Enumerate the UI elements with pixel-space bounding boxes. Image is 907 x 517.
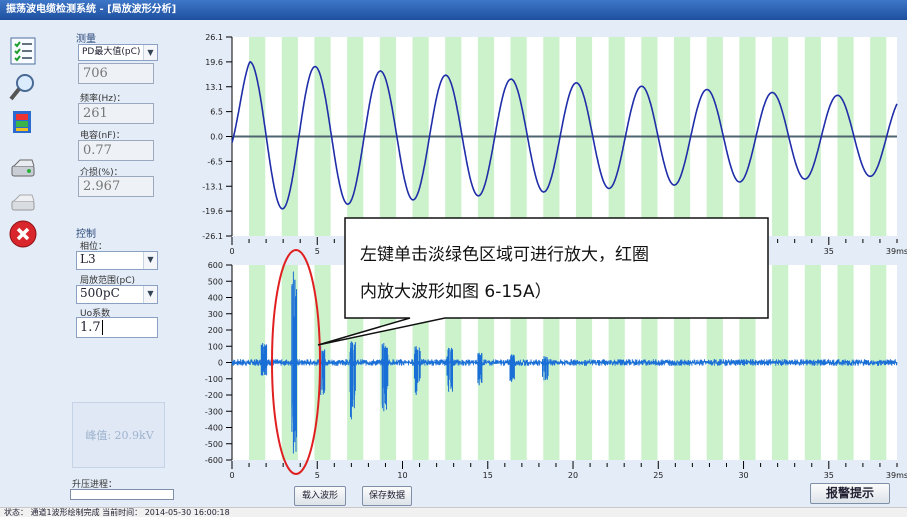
freq-label: 频率(Hz)： — [80, 94, 126, 104]
callout-bubble — [317, 217, 769, 346]
close-icon[interactable] — [8, 219, 38, 249]
boost-progress-label: 升压进程： — [72, 480, 118, 490]
pd-pulse-burst — [477, 352, 483, 386]
control-group-label: 控制 — [76, 229, 96, 240]
callout-text-line2: 内放大波形如图 6-15A） — [360, 282, 552, 302]
device-icon[interactable] — [8, 154, 38, 184]
voltage-y-tick-label: 26.1 — [205, 33, 223, 42]
uo-coefficient-label: Uo系数 — [80, 309, 111, 319]
pd-y-tick-label: -400 — [205, 424, 223, 433]
pd-pulse-burst — [349, 341, 356, 420]
list-icon[interactable] — [8, 36, 38, 66]
chevron-down-icon: ▼ — [143, 45, 157, 60]
voltage-y-tick-label: 19.6 — [205, 58, 223, 67]
pd-y-tick-label: 400 — [208, 294, 223, 303]
voltage-y-tick-label: -26.1 — [202, 232, 223, 241]
voltage-y-tick-label: 6.5 — [210, 108, 223, 117]
pd-x-tick-label: 15 — [483, 471, 493, 480]
callout-text-line1: 左键单击淡绿色区域可进行放大，红圈 — [360, 245, 649, 265]
chevron-down-icon: ▼ — [143, 286, 157, 303]
pd-pulse-burst — [446, 347, 453, 392]
pd-x-tick-label: 25 — [653, 471, 663, 480]
phase-select[interactable]: L3 ▼ — [76, 251, 158, 270]
voltage-y-tick-label: 13.1 — [205, 83, 223, 92]
voltage-y-tick-label: -6.5 — [207, 157, 223, 166]
pd-y-tick-label: 200 — [208, 326, 223, 335]
load-waveform-button[interactable]: 载入波形 — [294, 486, 346, 506]
voltage-waveform-chart[interactable]: 26.119.613.16.50.0-6.5-13.1-19.6-26.1051… — [202, 33, 907, 256]
pd-y-tick-label: 100 — [208, 342, 223, 351]
alarm-button[interactable]: 报警提示 — [810, 483, 890, 504]
window-title: 振荡波电缆检测系统 - [局放波形分析] — [0, 0, 907, 20]
pd-range-label: 局放范围(pC) — [80, 276, 136, 286]
phase-label: 相位： — [80, 242, 108, 252]
pd-pulse-burst — [291, 271, 297, 454]
peak-voltage-text: 峰值: 20.9kV — [85, 429, 154, 442]
pd-range-select-value: 500pC — [80, 286, 120, 300]
left-toolbar — [4, 30, 42, 260]
export-icon[interactable] — [8, 107, 38, 137]
voltage-y-tick-label: -19.6 — [202, 207, 223, 216]
voltage-x-tick-label: 0 — [229, 247, 234, 256]
pd-x-tick-label: 35 — [824, 471, 834, 480]
pd-y-tick-label: 300 — [208, 310, 223, 319]
voltage-waveform-line — [231, 61, 898, 210]
voltage-y-tick-label: -13.1 — [202, 182, 223, 191]
uo-coefficient-input[interactable]: 1.7 — [76, 317, 158, 338]
chevron-down-icon: ▼ — [143, 252, 157, 269]
boost-progress-bar — [70, 489, 174, 500]
pd-y-tick-label: -300 — [205, 407, 223, 416]
voltage-x-tick-label: 39ms — [886, 247, 907, 256]
pd-x-tick-label: 20 — [568, 471, 578, 480]
capacitance-value-field: 0.77 — [78, 140, 154, 161]
voltage-x-tick-label: 35 — [824, 247, 834, 256]
phase-select-value: L3 — [80, 252, 96, 266]
pd-x-tick-label: 5 — [315, 471, 320, 480]
save-data-button[interactable]: 保存数据 — [362, 486, 412, 506]
red-circle-annotation — [271, 249, 321, 475]
pd-y-tick-label: -200 — [205, 391, 223, 400]
pd-y-tick-label: 0 — [218, 359, 223, 368]
voltage-x-tick-label: 5 — [315, 247, 320, 256]
pd-type-select-value: PD最大值(pC) — [82, 47, 141, 57]
pd-value-field: 706 — [78, 63, 154, 84]
loss-label: 介损(%)： — [80, 168, 123, 178]
pd-y-tick-label: -600 — [205, 456, 223, 465]
pd-range-select[interactable]: 500pC ▼ — [76, 285, 158, 304]
pd-pulse-burst — [542, 356, 549, 381]
uo-coefficient-value: 1.7 — [80, 320, 101, 335]
pd-x-tick-label: 10 — [397, 471, 407, 480]
pd-noise-line — [231, 359, 898, 366]
voltage-y-tick-label: 0.0 — [210, 133, 223, 142]
peak-voltage-box: 峰值: 20.9kV — [72, 402, 165, 468]
freq-value-field: 261 — [78, 103, 154, 124]
magnifier-icon[interactable] — [8, 72, 38, 102]
status-bar: 状态： 通道1波形绘制完成 当前时间： 2014-05-30 16:00:18 — [0, 507, 907, 517]
pd-y-tick-label: 500 — [208, 277, 223, 286]
pd-pulse-burst — [509, 354, 515, 382]
pd-pulse-burst — [381, 343, 389, 412]
pd-y-tick-label: -100 — [205, 375, 223, 384]
pd-x-tick-label: 0 — [229, 471, 234, 480]
pd-type-select[interactable]: PD最大值(pC) ▼ — [78, 44, 158, 61]
capacitance-label: 电容(nF)： — [80, 131, 125, 141]
disconnect-icon[interactable] — [8, 188, 38, 218]
pd-pulse-burst — [414, 346, 421, 395]
measure-group-label: 测量 — [76, 34, 96, 45]
pd-y-tick-label: -500 — [205, 440, 223, 449]
loss-value-field: 2.967 — [78, 176, 154, 197]
pd-y-tick-label: 600 — [208, 261, 223, 270]
pd-x-tick-label: 39ms — [886, 471, 907, 480]
pd-pulse-burst — [260, 343, 268, 376]
pd-x-tick-label: 30 — [738, 471, 748, 480]
